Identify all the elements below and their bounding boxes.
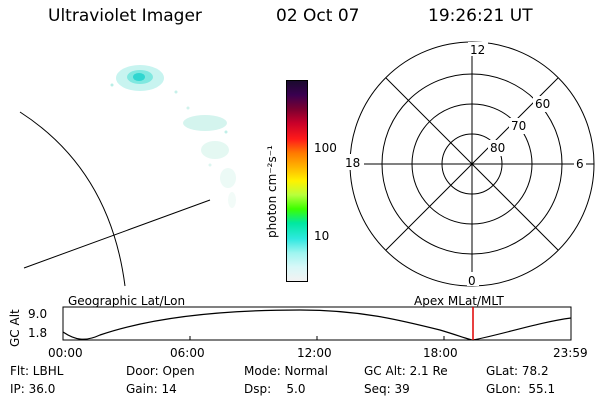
info-filter: Flt: LBHL (10, 364, 64, 378)
colorbar (286, 80, 308, 282)
info-seq: Seq: 39 (364, 382, 410, 396)
time-tick-2359: 23:59 (553, 346, 588, 360)
info-ip: IP: 36.0 (10, 382, 56, 396)
info-gain: Gain: 14 (126, 382, 177, 396)
info-mode: Mode: Normal (244, 364, 328, 378)
colorbar-tick-100: 100 (314, 141, 337, 155)
polar-label-12: 12 (470, 43, 485, 57)
geo-longitude-line (23, 199, 211, 269)
geo-latitude-arc (19, 111, 126, 287)
polar-label-18: 18 (345, 156, 360, 170)
polar-label-0: 0 (468, 274, 476, 288)
timeline-ytick-bottom: 1.8 (28, 326, 48, 340)
polar-lat-60: 60 (535, 97, 550, 111)
app-title: Ultraviolet Imager (48, 6, 202, 26)
info-glon: GLon: 55.1 (486, 382, 556, 396)
altitude-curve (62, 309, 572, 341)
time-tick-1200: 12:00 (297, 346, 332, 360)
polar-lat-80: 80 (490, 141, 505, 155)
info-door: Door: Open (126, 364, 195, 378)
timeline-ytick-top: 9.0 (28, 307, 48, 321)
time-tick-0000: 00:00 (48, 346, 83, 360)
time-label: 19:26:21 UT (428, 6, 533, 26)
timeline-left-title: Geographic Lat/Lon (68, 294, 186, 308)
info-gc-alt: GC Alt: 2.1 Re (364, 364, 448, 378)
timeline-right-title: Apex MLat/MLT (414, 294, 504, 308)
time-tick-0600: 06:00 (170, 346, 205, 360)
time-tick-1800: 18:00 (423, 346, 458, 360)
polar-diagonal-2 (385, 77, 559, 251)
colorbar-tick-10: 10 (314, 229, 330, 243)
polar-lat-70: 70 (511, 119, 526, 133)
aurora-emission-cloud (110, 65, 236, 208)
polar-label-6: 6 (576, 157, 584, 171)
info-glat: GLat: 78.2 (486, 364, 549, 378)
date-label: 02 Oct 07 (276, 6, 360, 26)
info-dsp: Dsp: 5.0 (244, 382, 306, 396)
